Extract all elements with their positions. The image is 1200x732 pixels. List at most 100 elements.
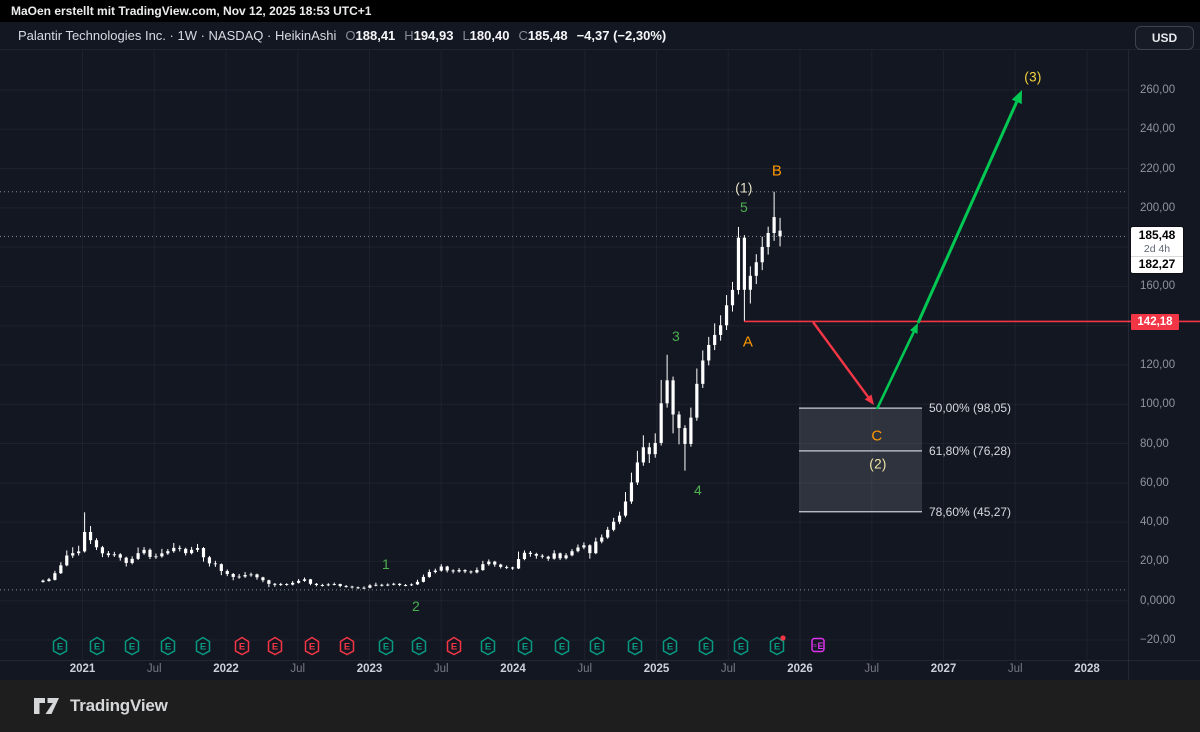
fib-retracement-drawing[interactable] — [799, 407, 922, 513]
earnings-badge-green[interactable]: E — [378, 636, 394, 656]
earnings-badge-green-dot[interactable]: E — [769, 635, 786, 656]
earnings-shield-icon[interactable] — [378, 636, 394, 656]
price-axis-label: 240,00 — [1140, 123, 1176, 136]
earnings-shield-icon[interactable] — [554, 636, 570, 656]
earnings-shield-icon[interactable] — [195, 636, 211, 656]
earnings-shield-icon[interactable] — [52, 636, 68, 656]
arrow-shaft[interactable] — [812, 321, 870, 398]
earnings-badge-green[interactable]: E — [698, 636, 714, 656]
candle-body — [635, 462, 639, 483]
earnings-badge-green[interactable]: E — [517, 636, 533, 656]
candle-body — [225, 571, 229, 574]
wave-label-3[interactable]: (3) — [1024, 69, 1042, 85]
earnings-badge-green[interactable]: E — [480, 636, 496, 656]
earnings-shield-icon[interactable] — [339, 636, 355, 656]
earnings-shield-icon[interactable] — [769, 636, 785, 656]
tradingview-logo-text[interactable]: TradingView — [70, 696, 168, 715]
candle-body — [112, 554, 116, 556]
candle-body — [730, 289, 735, 306]
earnings-badge-red[interactable]: E — [267, 636, 283, 656]
candle-body — [344, 585, 348, 587]
wave-label-2[interactable]: (2) — [869, 456, 887, 472]
trend-arrow[interactable] — [875, 323, 918, 410]
earnings-badge-red[interactable]: E — [339, 636, 355, 656]
earnings-shield-icon[interactable] — [267, 636, 283, 656]
earnings-shield-icon[interactable] — [304, 636, 320, 656]
candle-body — [166, 551, 170, 554]
earnings-badge-green[interactable]: E — [124, 636, 140, 656]
wave-label-3[interactable]: 3 — [671, 328, 681, 344]
candle-body — [273, 583, 277, 585]
wave-label-A[interactable]: A — [742, 333, 754, 351]
earnings-shield-icon[interactable] — [517, 636, 533, 656]
candle-body — [766, 232, 770, 247]
earnings-shield-icon[interactable] — [589, 636, 605, 656]
trend-arrow[interactable] — [812, 321, 874, 405]
candle-body — [338, 584, 342, 586]
candle-series — [41, 191, 782, 590]
earnings-badge-green[interactable]: E — [662, 636, 678, 656]
earnings-shield-icon[interactable] — [480, 636, 496, 656]
arrow-head[interactable] — [864, 394, 874, 405]
time-axis-label: 2024 — [500, 663, 526, 675]
wave-label-1[interactable]: 1 — [381, 556, 391, 572]
wave-label-4[interactable]: 4 — [693, 482, 703, 498]
earnings-badge-green[interactable]: E — [733, 636, 749, 656]
price-axis-label: 160,00 — [1140, 280, 1176, 293]
earnings-badge-red[interactable]: E — [304, 636, 320, 656]
arrow-shaft[interactable] — [875, 331, 915, 410]
price-axis-label: 80,00 — [1140, 437, 1169, 450]
candle-body — [65, 555, 69, 566]
future-earnings-icon[interactable] — [811, 637, 825, 653]
arrow-head[interactable] — [909, 323, 918, 334]
ohlc-low: L180,40 — [462, 28, 510, 43]
arrow-shaft[interactable] — [916, 101, 1019, 324]
candle-body — [255, 574, 259, 578]
wave-label-C[interactable]: C — [871, 427, 883, 445]
earnings-shield-icon[interactable] — [733, 636, 749, 656]
earnings-badge-green[interactable]: E — [52, 636, 68, 656]
arrow-head[interactable] — [1011, 90, 1022, 105]
time-axis-separator[interactable] — [0, 660, 1200, 661]
fib-zone[interactable] — [799, 408, 922, 512]
candle-body — [778, 230, 782, 237]
wave-label-B[interactable]: B — [771, 162, 783, 180]
earnings-shield-icon[interactable] — [124, 636, 140, 656]
earnings-shield-icon[interactable] — [234, 636, 250, 656]
earnings-shield-icon[interactable] — [446, 636, 462, 656]
snapshot-attribution: MaOen erstellt mit TradingView.com, Nov … — [0, 0, 1200, 22]
earnings-badge-green[interactable]: E — [195, 636, 211, 656]
earnings-badge-future[interactable]: ≈ E — [811, 637, 825, 653]
currency-toggle-button[interactable]: USD — [1135, 26, 1194, 50]
price-change: −4,37 (−2,30%) — [576, 28, 667, 43]
earnings-shield-icon[interactable] — [698, 636, 714, 656]
earnings-badge-green[interactable]: E — [589, 636, 605, 656]
earnings-shield-icon[interactable] — [627, 636, 643, 656]
time-axis-label: 2025 — [643, 663, 670, 675]
candle-body — [701, 360, 705, 384]
earnings-badge-red[interactable]: E — [234, 636, 250, 656]
tradingview-logo-icon[interactable] — [33, 696, 60, 716]
candle-body — [302, 579, 307, 581]
trend-arrow[interactable] — [916, 90, 1022, 324]
wave-label-2[interactable]: 2 — [411, 598, 421, 614]
earnings-badge-green[interactable]: E — [554, 636, 570, 656]
candle-body — [285, 584, 289, 585]
earnings-badge-red[interactable]: E — [446, 636, 462, 656]
earnings-shield-icon[interactable] — [89, 636, 105, 656]
earnings-shield-icon[interactable] — [662, 636, 678, 656]
price-axis-separator[interactable] — [1128, 50, 1129, 680]
candle-body — [522, 552, 527, 560]
candle-body — [499, 564, 503, 567]
wave-label-5[interactable]: 5 — [739, 199, 749, 215]
earnings-shield-icon[interactable] — [160, 636, 176, 656]
earnings-badge-green[interactable]: E — [627, 636, 643, 656]
earnings-badge-green[interactable]: E — [411, 636, 427, 656]
earnings-badge-green[interactable]: E — [89, 636, 105, 656]
earnings-badge-green[interactable]: E — [160, 636, 176, 656]
symbol-description[interactable]: Palantir Technologies Inc. · 1W · NASDAQ… — [18, 28, 337, 43]
candle-body — [249, 574, 253, 576]
earnings-shield-icon[interactable] — [411, 636, 427, 656]
wave-label-1[interactable]: (1) — [735, 180, 753, 196]
